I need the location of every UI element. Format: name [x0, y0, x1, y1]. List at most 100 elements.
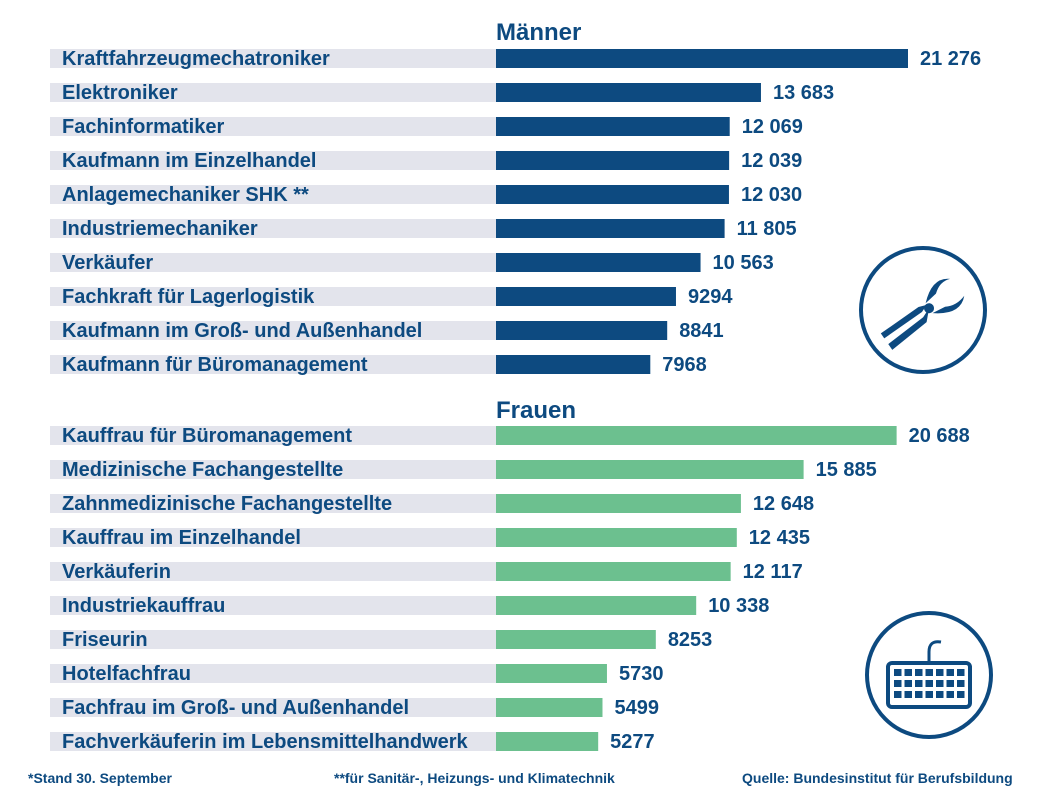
- category-label: Industriemechaniker: [62, 218, 258, 240]
- category-label: Friseurin: [62, 629, 148, 651]
- keyboard-key: [915, 691, 923, 698]
- women-bar: [496, 426, 897, 445]
- keyboard-icon: [865, 611, 993, 739]
- category-label: Kraftfahrzeugmechatroniker: [62, 48, 330, 70]
- category-label: Kaufmann im Einzelhandel: [62, 150, 316, 172]
- women-bar: [496, 630, 656, 649]
- category-label-background: [50, 355, 496, 374]
- category-label: Industriekauffrau: [62, 595, 225, 617]
- keyboard-key: [915, 669, 923, 676]
- category-label-background: [50, 460, 496, 479]
- value-label: 15 885: [816, 459, 877, 481]
- keyboard-key: [904, 691, 912, 698]
- value-label: 9294: [688, 286, 733, 308]
- value-label: 11 805: [737, 218, 797, 240]
- category-label: Kauffrau für Büromanagement: [62, 425, 352, 447]
- category-label: Fachverkäuferin im Lebensmittelhandwerk: [62, 731, 469, 753]
- category-label: Verkäuferin: [62, 561, 171, 583]
- men-title: Männer: [496, 19, 581, 46]
- men-bar: [496, 49, 908, 68]
- category-label-background: [50, 664, 496, 683]
- value-label: 7968: [662, 354, 707, 376]
- category-label-background: [50, 596, 496, 615]
- men-bar: [496, 83, 761, 102]
- women-bar: [496, 596, 697, 615]
- women-title: Frauen: [496, 397, 576, 424]
- value-label: 20 688: [909, 425, 970, 447]
- women-bar: [496, 664, 607, 683]
- category-label-background: [50, 151, 496, 170]
- value-label: 8841: [679, 320, 724, 342]
- men-bar: [496, 355, 651, 374]
- footnote-shk: **für Sanitär-, Heizungs- und Klimatechn…: [334, 770, 615, 786]
- keyboard-key: [915, 680, 923, 687]
- value-label: 8253: [668, 629, 713, 651]
- value-label: 10 338: [708, 595, 769, 617]
- women-bar: [496, 562, 731, 581]
- category-label-background: [50, 185, 496, 204]
- keyboard-key: [957, 680, 965, 687]
- category-label: Elektroniker: [62, 82, 178, 104]
- value-label: 5277: [610, 731, 655, 753]
- keyboard-key: [946, 691, 954, 698]
- keyboard-key: [925, 680, 933, 687]
- value-label: 21 276: [920, 48, 981, 70]
- men-bar: [496, 185, 729, 204]
- keyboard-key: [936, 691, 944, 698]
- keyboard-key: [957, 669, 965, 676]
- men-bar: [496, 253, 701, 272]
- category-label-background: [50, 732, 496, 751]
- category-label-background: [50, 321, 496, 340]
- category-label: Fachinformatiker: [62, 116, 224, 138]
- men-bar: [496, 219, 725, 238]
- women-bar: [496, 528, 737, 547]
- men-chart: Männer Kraftfahrzeugmechatroniker 21 276 El…: [50, 19, 981, 376]
- category-label-background: [50, 253, 496, 272]
- source-note: Quelle: Bundesinstitut für Berufsbildung: [742, 770, 1013, 786]
- value-label: 12 039: [741, 150, 802, 172]
- keyboard-key: [957, 691, 965, 698]
- keyboard-key: [894, 691, 902, 698]
- keyboard-key: [936, 669, 944, 676]
- category-label: Hotelfachfrau: [62, 663, 191, 685]
- category-label-background: [50, 49, 496, 68]
- keyboard-key: [925, 669, 933, 676]
- men-bar: [496, 151, 730, 170]
- category-label-background: [50, 630, 496, 649]
- value-label: 5499: [614, 697, 659, 719]
- women-bar: [496, 494, 741, 513]
- keyboard-key: [894, 669, 902, 676]
- men-bar: [496, 287, 676, 306]
- women-bar: [496, 732, 599, 751]
- category-label-background: [50, 219, 496, 238]
- keyboard-key: [894, 680, 902, 687]
- category-label: Kauffrau im Einzelhandel: [62, 527, 301, 549]
- category-label: Fachkraft für Lagerlogistik: [62, 286, 315, 308]
- category-label: Medizinische Fachangestellte: [62, 459, 343, 481]
- category-label-background: [50, 562, 496, 581]
- pliers-icon: [859, 246, 987, 374]
- category-label-background: [50, 426, 496, 445]
- category-label: Zahnmedizinische Fachangestellte: [62, 493, 392, 515]
- women-bar: [496, 698, 603, 717]
- category-label: Kaufmann für Büromanagement: [62, 354, 368, 376]
- category-label: Fachfrau im Groß- und Außenhandel: [62, 697, 409, 719]
- keyboard-key: [904, 669, 912, 676]
- value-label: 12 117: [743, 561, 803, 583]
- category-label: Kaufmann im Groß- und Außenhandel: [62, 320, 422, 342]
- women-bar: [496, 460, 804, 479]
- category-label-background: [50, 83, 496, 102]
- category-label-background: [50, 528, 496, 547]
- men-bar: [496, 321, 668, 340]
- value-label: 5730: [619, 663, 664, 685]
- value-label: 12 069: [742, 116, 803, 138]
- category-label: Anlagemechaniker SHK **: [62, 184, 309, 206]
- value-label: 12 648: [753, 493, 814, 515]
- keyboard-key: [946, 669, 954, 676]
- keyboard-key: [925, 691, 933, 698]
- keyboard-key: [904, 680, 912, 687]
- footnote-date: *Stand 30. September: [28, 770, 172, 786]
- category-label-background: [50, 494, 496, 513]
- value-label: 12 030: [741, 184, 802, 206]
